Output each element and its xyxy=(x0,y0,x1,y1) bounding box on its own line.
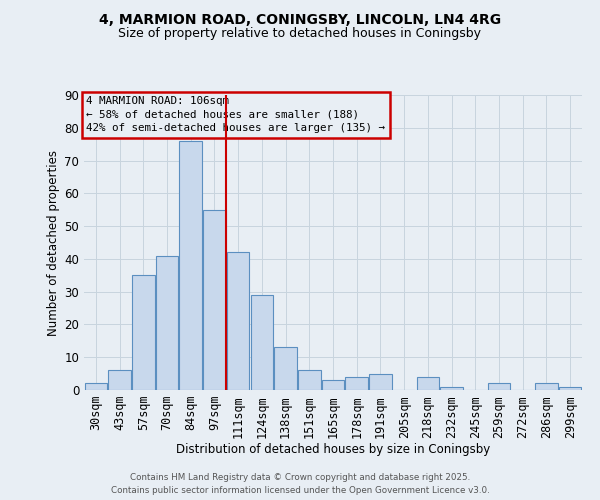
Bar xyxy=(251,295,273,390)
Bar xyxy=(488,384,510,390)
Bar xyxy=(322,380,344,390)
Bar xyxy=(440,386,463,390)
Text: Size of property relative to detached houses in Coningsby: Size of property relative to detached ho… xyxy=(119,28,482,40)
Bar xyxy=(203,210,226,390)
Bar xyxy=(559,386,581,390)
Text: 4 MARMION ROAD: 106sqm
← 58% of detached houses are smaller (188)
42% of semi-de: 4 MARMION ROAD: 106sqm ← 58% of detached… xyxy=(86,96,385,133)
Text: 4, MARMION ROAD, CONINGSBY, LINCOLN, LN4 4RG: 4, MARMION ROAD, CONINGSBY, LINCOLN, LN4… xyxy=(99,12,501,26)
Bar xyxy=(298,370,320,390)
Bar xyxy=(179,141,202,390)
Bar xyxy=(369,374,392,390)
Bar xyxy=(132,276,155,390)
Bar xyxy=(227,252,250,390)
Bar xyxy=(274,348,297,390)
Bar xyxy=(156,256,178,390)
Bar xyxy=(416,377,439,390)
Bar xyxy=(535,384,557,390)
Bar xyxy=(85,384,107,390)
Text: Contains HM Land Registry data © Crown copyright and database right 2025.
Contai: Contains HM Land Registry data © Crown c… xyxy=(110,474,490,495)
Y-axis label: Number of detached properties: Number of detached properties xyxy=(47,150,60,336)
Text: Distribution of detached houses by size in Coningsby: Distribution of detached houses by size … xyxy=(176,442,490,456)
Bar xyxy=(109,370,131,390)
Bar xyxy=(346,377,368,390)
